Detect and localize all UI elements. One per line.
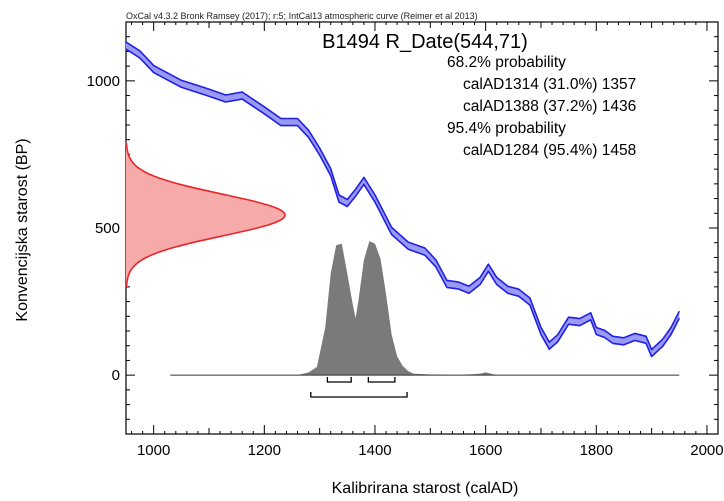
- radiocarbon-date-layer: [125, 142, 286, 288]
- range-95-bracket: [310, 392, 408, 398]
- y-tick-label: 500: [95, 220, 120, 237]
- y-tick-label: 0: [112, 367, 120, 384]
- x-axis-title: Kalibrirana starost (calAD): [332, 480, 519, 497]
- radiocarbon-outline: [125, 142, 286, 288]
- range-brackets-layer: [310, 377, 408, 398]
- posterior-layer: [170, 241, 680, 376]
- probability-line: calAD1388 (37.2%) 1436: [463, 98, 636, 115]
- y-axis-title: Konvencijska starost (BP): [14, 138, 31, 321]
- range-68-bracket: [367, 377, 396, 383]
- probability-line: 68.2% probability: [447, 54, 566, 71]
- range-68-bracket: [326, 377, 352, 383]
- x-tick-label: 2000: [690, 442, 723, 459]
- calibration-upper-line: [125, 41, 681, 351]
- probability-line: 95.4% probability: [447, 120, 566, 137]
- y-tick-label: 1000: [87, 73, 120, 90]
- chart-title: B1494 R_Date(544,71): [322, 31, 528, 53]
- calibration-curve-layer: [125, 41, 681, 358]
- x-tick-label: 1400: [358, 442, 391, 459]
- x-tick-label: 1200: [248, 442, 281, 459]
- tick-layer: 1000 1200 1400 1600 1800 2000 0 500 1000: [87, 21, 724, 459]
- probability-line: calAD1314 (31.0%) 1357: [463, 76, 636, 93]
- header-credit: OxCal v4.3.2 Bronk Ramsey (2017); r:5; I…: [126, 11, 478, 21]
- x-tick-label: 1600: [469, 442, 502, 459]
- calibration-lower-line: [125, 48, 681, 358]
- x-tick-label: 1800: [580, 442, 613, 459]
- probability-line: calAD1284 (95.4%) 1458: [463, 142, 636, 159]
- probability-text-block: 68.2% probability calAD1314 (31.0%) 1357 c…: [447, 54, 636, 159]
- radiocarbon-distribution: [126, 142, 285, 287]
- posterior-distribution: [170, 241, 680, 376]
- x-tick-label: 1000: [137, 442, 170, 459]
